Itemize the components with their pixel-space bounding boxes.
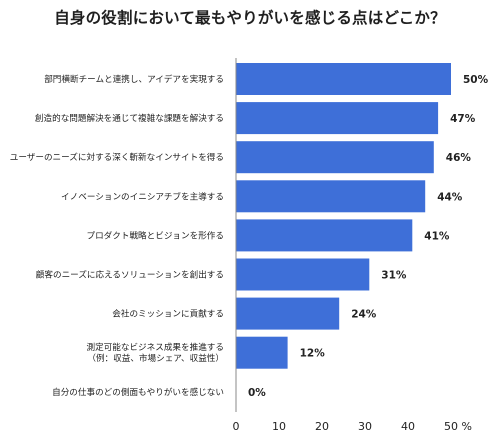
category-label: 顧客のニーズに応えるソリューションを創出する: [36, 269, 224, 281]
category-label: 会社のミッションに貢献する: [112, 308, 224, 320]
value-label: 44%: [437, 191, 463, 203]
value-label: 24%: [351, 309, 377, 321]
category-label: プロダクト戦略とビジョンを形作る: [86, 229, 224, 241]
x-tick-label: 10: [272, 420, 286, 433]
x-tick-label: 0: [233, 420, 240, 433]
x-tick-label: 20: [315, 420, 329, 433]
value-label: 41%: [424, 230, 450, 242]
bar: [236, 63, 451, 95]
category-label: 創造的な問題解決を通じて複雑な課題を解決する: [35, 112, 224, 124]
x-tick-label: 40: [401, 420, 415, 433]
bar: [236, 141, 434, 174]
value-label: 12%: [300, 348, 326, 360]
value-label: 46%: [446, 152, 472, 164]
bar: [236, 102, 439, 135]
x-tick-label: 30: [358, 420, 372, 433]
bar: [236, 336, 288, 369]
category-label: ユーザーのニーズに対する深く斬新なインサイトを得る: [10, 151, 224, 163]
chart-title: 自身の役割において最もやりがいを感じる点はどこか？: [54, 9, 446, 27]
category-label: 測定可能なビジネス成果を推進する（例：収益、市場シェア、収益性）: [86, 341, 224, 364]
bar: [236, 180, 426, 213]
category-label: 部門横断チームと連携し、アイデアを実現する: [44, 73, 224, 85]
x-tick-label: 50 %: [444, 420, 472, 433]
category-label: イノベーションのイニシアチブを主導する: [61, 190, 224, 202]
value-label: 47%: [450, 113, 476, 125]
bar: [236, 219, 413, 252]
bar: [236, 258, 370, 291]
value-label: 50%: [463, 74, 489, 86]
value-label: 0%: [248, 387, 266, 399]
category-label: 自分の仕事のどの側面もやりがいを感じない: [52, 386, 224, 398]
bar: [236, 297, 340, 330]
value-label: 31%: [381, 270, 407, 282]
